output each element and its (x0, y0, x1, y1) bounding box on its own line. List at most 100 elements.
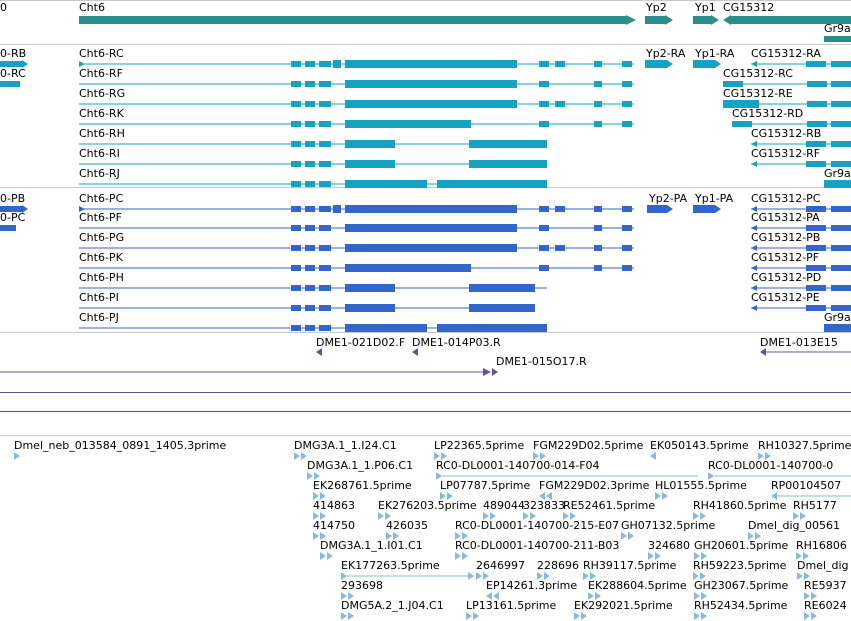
cht6-pf-glyph[interactable] (79, 223, 635, 235)
cg15312-rc-glyph[interactable] (723, 79, 851, 91)
est-rc0-215-e07-glyph[interactable] (455, 532, 469, 540)
est-ek050143-glyph[interactable] (650, 452, 658, 460)
est-re5937-glyph[interactable] (804, 592, 818, 600)
est-293698-glyph[interactable] (341, 592, 355, 600)
est-414863-label: 414863 (313, 499, 355, 512)
est-489044-glyph[interactable] (483, 512, 497, 520)
cg15312-gene-label: CG15312 (723, 1, 775, 14)
cht6-rh-label: Cht6-RH (79, 127, 125, 140)
est-rh1680-glyph[interactable] (796, 552, 810, 560)
cg15312-rd-glyph[interactable] (732, 119, 851, 131)
est-rc0-014-f04-glyph[interactable] (436, 472, 698, 480)
cg15312-pf-glyph[interactable] (751, 263, 851, 275)
cht6-pk-glyph[interactable] (79, 263, 635, 275)
est-re52461-glyph[interactable] (563, 512, 577, 520)
est-dmel-dig-0056-glyph[interactable] (748, 532, 762, 540)
est-dmg5a-j04-glyph[interactable] (341, 612, 355, 620)
cht6-pc-glyph[interactable] (79, 204, 635, 216)
cht6-rc-glyph[interactable] (79, 59, 635, 71)
est-ek177263-glyph[interactable] (341, 572, 476, 580)
cg15312-pc-glyph[interactable] (751, 204, 851, 216)
cg15312-rf-glyph[interactable] (751, 159, 851, 171)
est-ep14261-glyph[interactable] (486, 592, 500, 600)
est-rh59223-glyph[interactable] (693, 572, 707, 580)
gr9a-gene-glyph[interactable] (824, 35, 851, 47)
est-414750-glyph[interactable] (313, 532, 327, 540)
est-gh07132-glyph[interactable] (621, 532, 635, 540)
est-dmel-neb-glyph[interactable] (14, 452, 22, 460)
cht6-pj-glyph[interactable] (79, 323, 549, 335)
est-323833-glyph[interactable] (523, 512, 537, 520)
est-dmg3a-i01-glyph[interactable] (320, 552, 334, 560)
yp1-pa-glyph[interactable] (693, 204, 721, 216)
est-rh5177-glyph[interactable] (793, 512, 807, 520)
est-hl01555-glyph[interactable] (655, 492, 669, 500)
est-gh20601-glyph[interactable] (694, 552, 708, 560)
clone-014p03-glyph[interactable] (412, 348, 420, 360)
est-lp07787-label: LP07787.5prime (440, 479, 531, 492)
yp1-ra-glyph[interactable] (693, 59, 721, 71)
left-pc-glyph[interactable] (0, 223, 20, 235)
est-2646997-glyph[interactable] (476, 572, 490, 580)
cht6-ph-glyph[interactable] (79, 283, 549, 295)
left-rc-glyph[interactable] (0, 79, 22, 91)
gr9a-p-glyph[interactable] (824, 323, 851, 335)
cht6-rh-glyph[interactable] (79, 139, 549, 151)
est-rc0-211-b03-glyph[interactable] (455, 552, 469, 560)
gr9a-r-glyph[interactable] (824, 179, 851, 191)
cg15312-pd-glyph[interactable] (751, 283, 851, 295)
est-rh39117-glyph[interactable] (583, 572, 597, 580)
est-rh41860-glyph[interactable] (693, 512, 707, 520)
yp1-gene-glyph[interactable] (693, 14, 719, 26)
est-rh52434-glyph[interactable] (694, 612, 708, 620)
est-re6024-glyph[interactable] (804, 612, 818, 620)
est-dmel-dig-right-glyph[interactable] (797, 572, 811, 580)
est-426035-glyph[interactable] (386, 532, 400, 540)
left-rb-glyph[interactable] (0, 59, 28, 71)
yp2-ra-glyph[interactable] (645, 59, 673, 71)
cg15312-ra-glyph[interactable] (751, 59, 851, 71)
cht6-pg-glyph[interactable] (79, 243, 635, 255)
est-ek292021-glyph[interactable] (574, 612, 588, 620)
est-324680-glyph[interactable] (648, 552, 662, 560)
est-rh10327-glyph[interactable] (758, 452, 772, 460)
cht6-gene-glyph[interactable] (79, 14, 636, 26)
est-lp22365-glyph[interactable] (434, 452, 448, 460)
clone-013e15-glyph[interactable] (760, 348, 851, 360)
est-fgm229d02-3-glyph[interactable] (539, 492, 553, 500)
cg15312-rb-glyph[interactable] (751, 139, 851, 151)
cht6-ri-glyph[interactable] (79, 159, 549, 171)
est-ek288604-glyph[interactable] (588, 592, 602, 600)
cg15312-pa-glyph[interactable] (751, 223, 851, 235)
cg15312-re-glyph[interactable] (723, 99, 851, 111)
est-fgm229d02-glyph[interactable] (533, 452, 547, 460)
est-dmg3a-i24-glyph[interactable] (294, 452, 308, 460)
cg15312-gene-glyph[interactable] (723, 14, 851, 26)
cht6-rk-glyph[interactable] (79, 119, 635, 131)
clone-021d02-glyph[interactable] (316, 348, 324, 360)
est-dmg3a-p06-glyph[interactable] (307, 472, 321, 480)
est-gh23067-glyph[interactable] (694, 592, 708, 600)
cht6-rg-glyph[interactable] (79, 99, 635, 111)
left-pb-label: 0-PB (0, 192, 26, 205)
est-414863-glyph[interactable] (313, 512, 327, 520)
est-rp0010450-glyph[interactable] (771, 492, 851, 500)
cg15312-pb-glyph[interactable] (751, 243, 851, 255)
est-rc0-014-f04-label: RC0-DL0001-140700-014-F04 (436, 459, 600, 472)
left-pb-glyph[interactable] (0, 204, 28, 216)
est-ek276203-glyph[interactable] (378, 512, 392, 520)
cht6-pi-glyph[interactable] (79, 303, 549, 315)
est-ek268761-glyph[interactable] (313, 492, 327, 500)
clone-015o17-glyph[interactable] (0, 368, 500, 380)
cg15312-pe-glyph[interactable] (751, 303, 851, 315)
est-ek292021-label: EK292021.5prime (574, 599, 673, 612)
yp2-pa-glyph[interactable] (647, 204, 673, 216)
cht6-rc-label: Cht6-RC (79, 47, 124, 60)
est-rc0-right-glyph[interactable] (708, 472, 851, 480)
est-228696-glyph[interactable] (537, 572, 551, 580)
est-lp07787-glyph[interactable] (440, 492, 454, 500)
cht6-rf-glyph[interactable] (79, 79, 635, 91)
cht6-rj-glyph[interactable] (79, 179, 549, 191)
est-lp13161-glyph[interactable] (466, 612, 480, 620)
yp2-gene-glyph[interactable] (645, 14, 673, 26)
